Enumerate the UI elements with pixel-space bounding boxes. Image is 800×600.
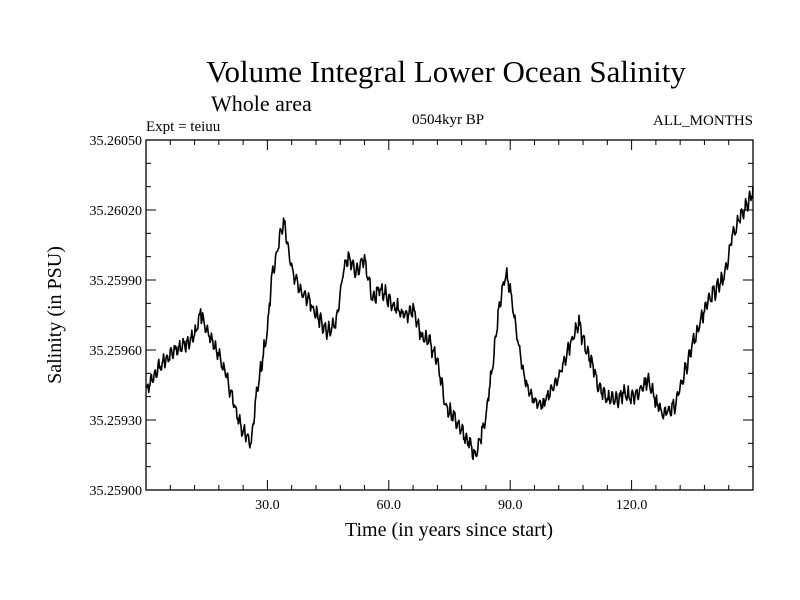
chart-title: Volume Integral Lower Ocean Salinity <box>206 54 686 89</box>
y-tick-label: 35.25960 <box>90 344 143 359</box>
y-tick-label: 35.25930 <box>90 414 143 429</box>
chart-subtitle: Whole area <box>211 91 312 116</box>
x-tick-label: 90.0 <box>498 498 523 513</box>
months-label: ALL_MONTHS <box>653 113 753 129</box>
y-axis-ticks: 35.25900 35.25930 35.25960 35.25990 35.26020… <box>90 134 753 499</box>
period-label: 0504kyr BP <box>412 112 484 128</box>
x-tick-label: 30.0 <box>255 498 280 513</box>
y-tick-label: 35.25900 <box>90 484 143 499</box>
x-axis-ticks: 30.0 60.0 90.0 120.0 <box>145 140 754 513</box>
y-tick-label: 35.26050 <box>90 134 143 149</box>
y-tick-label: 35.25990 <box>90 274 143 289</box>
y-tick-label: 35.26020 <box>90 204 143 219</box>
x-tick-label: 120.0 <box>616 498 648 513</box>
x-axis-label: Time (in years since start) <box>345 519 553 541</box>
plot-frame <box>145 139 754 491</box>
series-line-salinity <box>145 186 754 461</box>
y-axis-label: Salinity (in PSU) <box>44 246 66 384</box>
experiment-label: Expt = teiuu <box>146 119 221 135</box>
x-tick-label: 60.0 <box>377 498 402 513</box>
